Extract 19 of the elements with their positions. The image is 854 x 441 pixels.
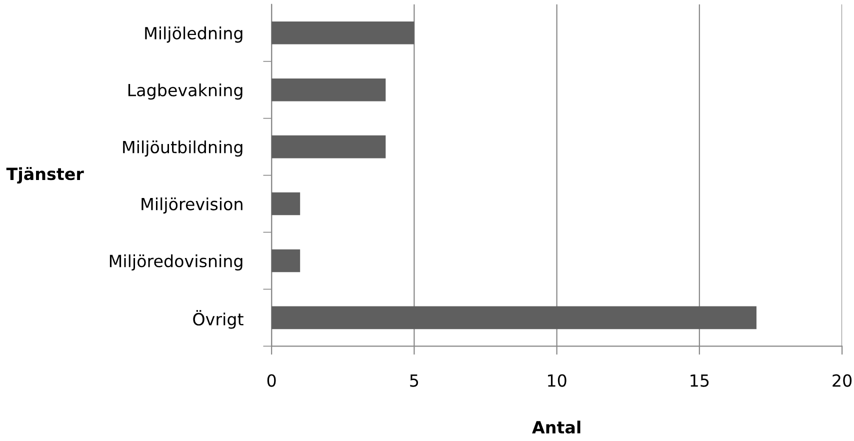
bar bbox=[272, 192, 300, 216]
x-tick-label: 20 bbox=[832, 374, 852, 387]
x-tick-label: 0 bbox=[267, 374, 276, 387]
y-tick-label: Miljöledning bbox=[145, 26, 242, 43]
y-tick-label: Övrigt bbox=[193, 310, 244, 329]
x-tick-label: 5 bbox=[410, 374, 418, 387]
bar bbox=[272, 249, 300, 272]
y-tick-label: Miljöutbildning bbox=[123, 140, 242, 157]
x-tick-label: 15 bbox=[690, 374, 709, 387]
y-tick-label: Miljörevision bbox=[142, 197, 242, 214]
bar bbox=[272, 306, 756, 330]
y-axis-title: Tjänster bbox=[6, 167, 84, 184]
x-axis-title: Antal bbox=[532, 420, 580, 434]
bar bbox=[272, 22, 414, 44]
bar bbox=[272, 78, 386, 102]
x-tick-label: 10 bbox=[548, 374, 566, 387]
y-tick-label: Miljöredovisning bbox=[110, 254, 242, 271]
y-tick-label: Lagbevakning bbox=[128, 84, 242, 100]
bar bbox=[272, 135, 386, 158]
